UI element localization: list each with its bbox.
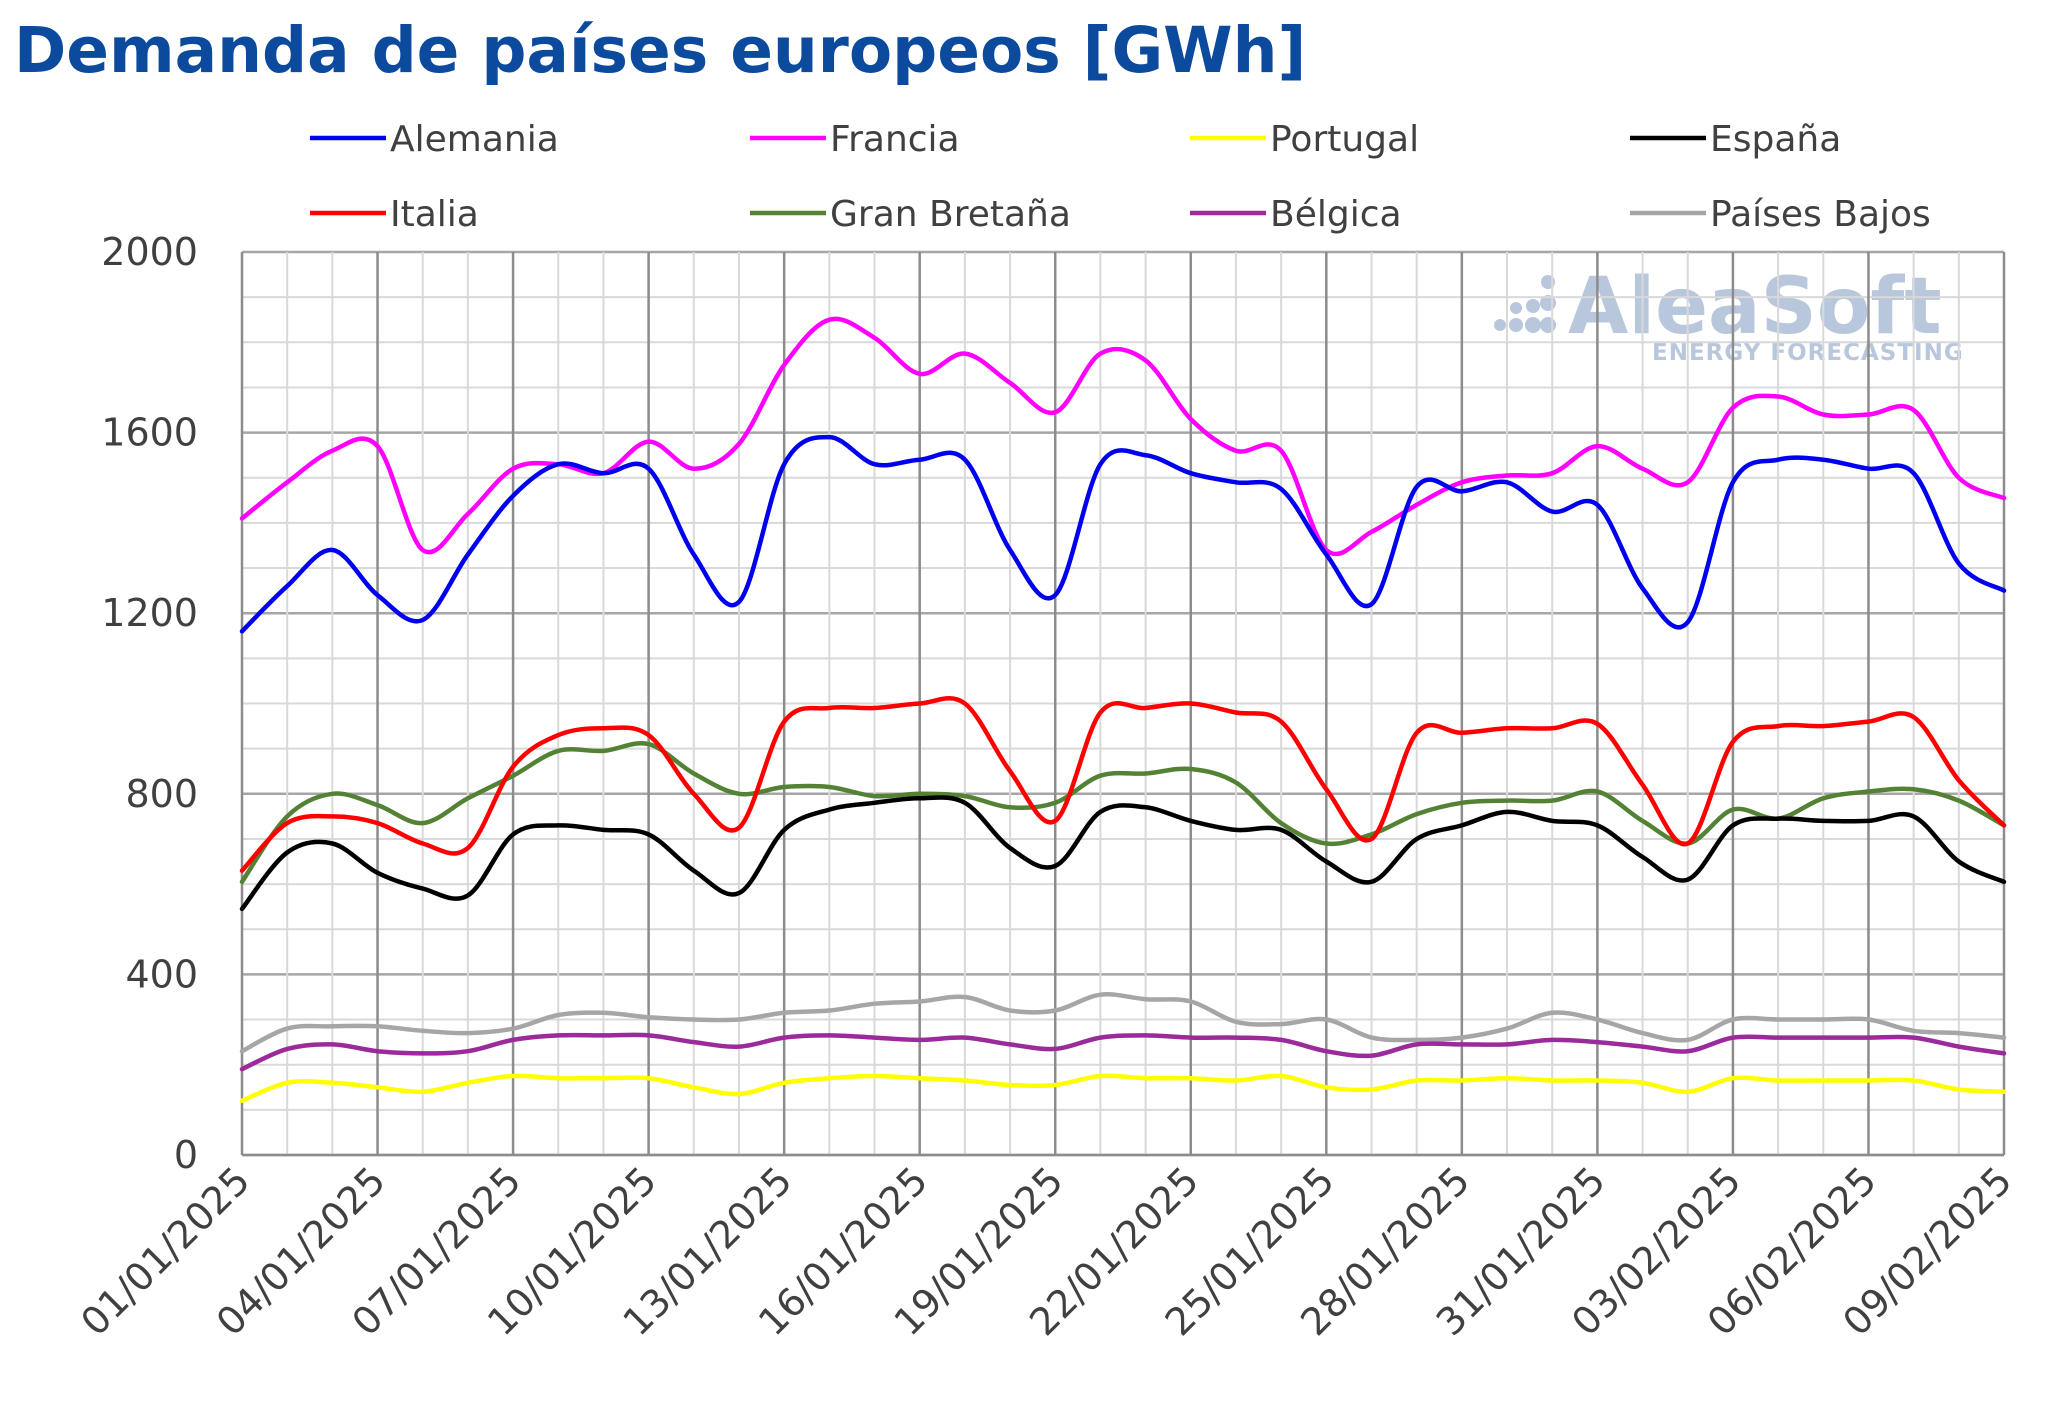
- legend-label-alemania: Alemania: [390, 119, 559, 160]
- chart-title: Demanda de países europeos [GWh]: [14, 14, 1307, 87]
- watermark-name: AleaSoft: [1568, 262, 1942, 352]
- legend: Alemania Francia Portugal España Italia Gran …: [310, 119, 1931, 235]
- series-line-paises-bajos: [239, 992, 2007, 1054]
- plot-grid: [240, 250, 2006, 1157]
- aleasoft-watermark: AleaSoft ENERGY FORECASTING: [1494, 262, 1964, 366]
- y-axis-ticks: 0 400 800 1200 1600 2000: [101, 230, 198, 1177]
- legend-label-paises-bajos: Países Bajos: [1710, 194, 1931, 235]
- y-tick-label: 1600: [101, 411, 198, 455]
- y-tick-label: 1200: [101, 591, 198, 635]
- y-tick-label: 0: [174, 1133, 198, 1177]
- legend-label-gran-bretana: Gran Bretaña: [830, 194, 1071, 235]
- y-tick-label: 800: [125, 772, 198, 816]
- legend-label-francia: Francia: [830, 119, 960, 160]
- legend-label-belgica: Bélgica: [1270, 194, 1402, 235]
- y-tick-label: 400: [125, 952, 198, 996]
- series-line-portugal: [239, 1073, 2007, 1104]
- series-lines: [239, 316, 2007, 1104]
- series-line-espana: [239, 795, 2007, 912]
- y-tick-label: 2000: [101, 230, 198, 274]
- series-line-alemania: [239, 434, 2007, 634]
- series-line-gran-bretana: [239, 741, 2007, 885]
- x-axis-ticks: 01/01/202504/01/202507/01/202510/01/2025…: [72, 1158, 2020, 1344]
- legend-label-italia: Italia: [390, 194, 479, 235]
- series-line-francia: [239, 316, 2007, 557]
- watermark-tagline: ENERGY FORECASTING: [1652, 340, 1964, 366]
- series-line-belgica: [239, 1032, 2007, 1072]
- legend-label-portugal: Portugal: [1270, 119, 1419, 160]
- series-line-italia: [239, 696, 2007, 873]
- aleasoft-logo-icon: [1494, 275, 1556, 333]
- legend-label-espana: España: [1710, 119, 1841, 160]
